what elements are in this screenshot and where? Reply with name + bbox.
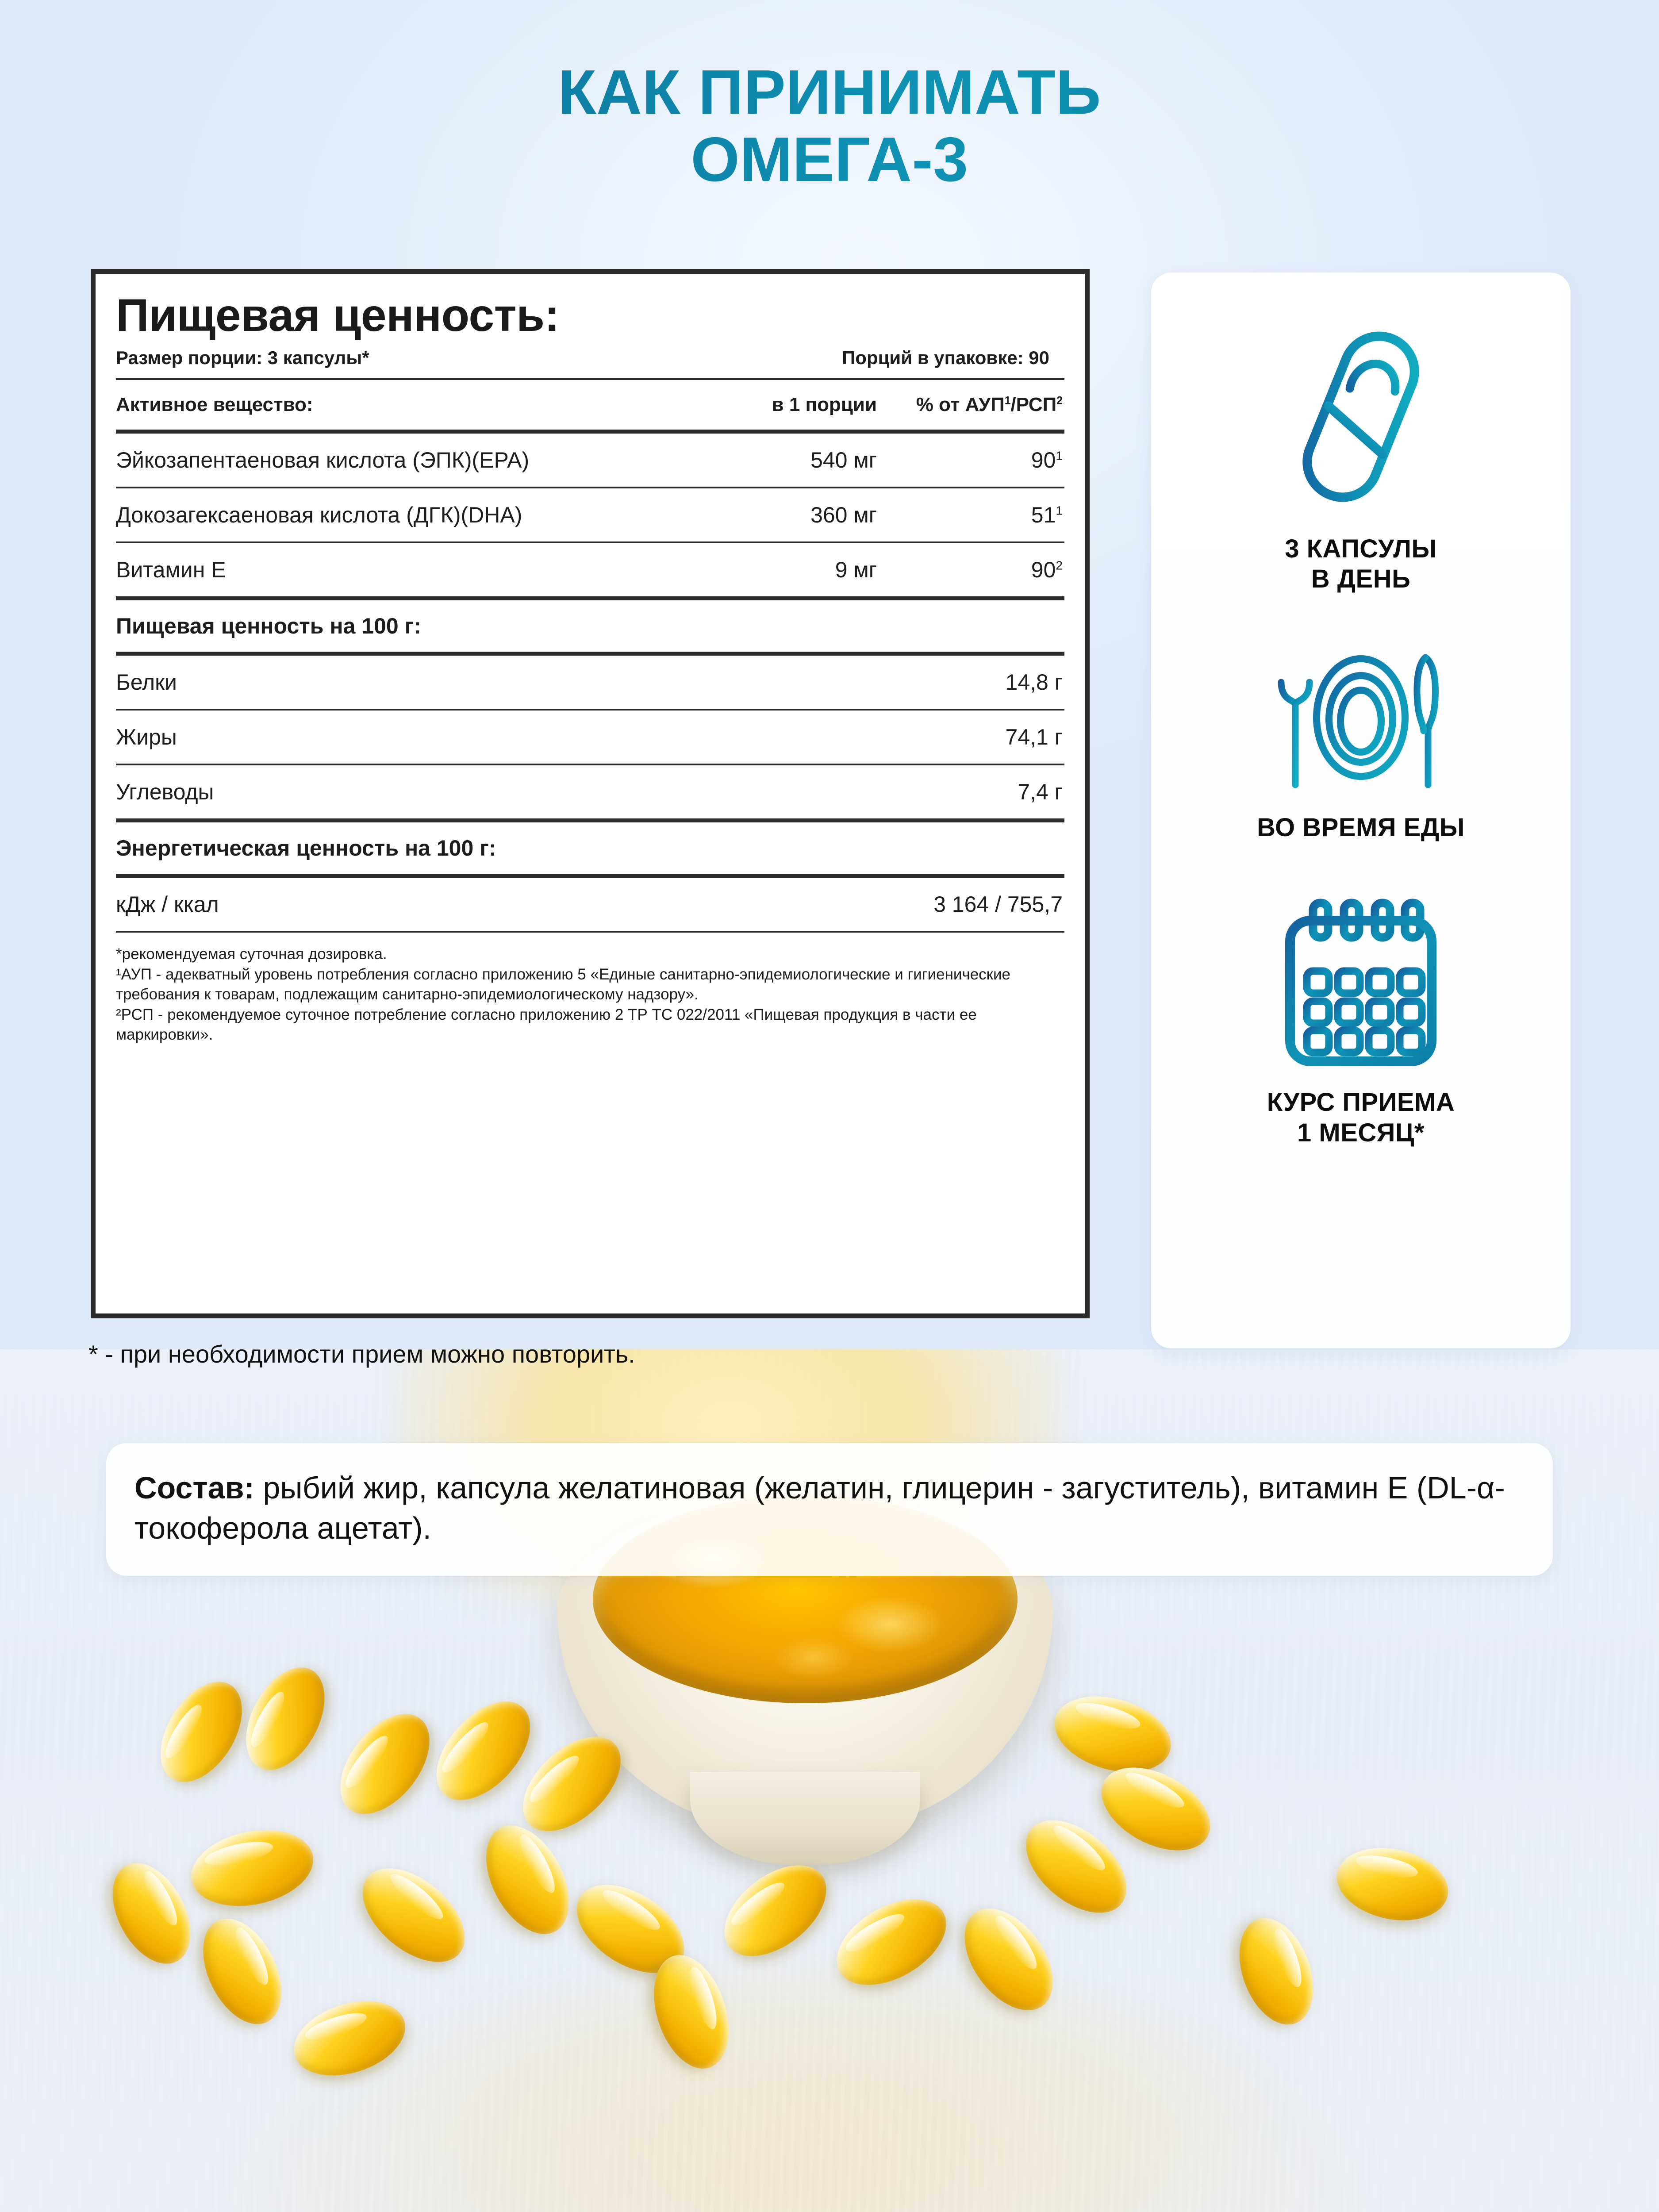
row-name: Жиры bbox=[116, 725, 177, 750]
row-name: Белки bbox=[116, 670, 177, 695]
usage-info-card: 3 КАПСУЛЫ В ДЕНЬ bbox=[1151, 273, 1571, 1348]
usage-label-line1: ВО ВРЕМЯ ЕДЫ bbox=[1257, 813, 1465, 842]
divider bbox=[116, 378, 1064, 380]
section-per-100g: Пищевая ценность на 100 г: bbox=[116, 600, 1064, 652]
usage-label-line1: 3 КАПСУЛЫ bbox=[1285, 534, 1437, 563]
row-amount bbox=[691, 765, 877, 818]
percent-text-b: /РСП bbox=[1010, 394, 1057, 416]
composition-label: Состав: bbox=[134, 1471, 254, 1505]
percent-text-a: % от АУП bbox=[916, 394, 1005, 416]
bowl-foot bbox=[690, 1772, 920, 1865]
usage-item-course: КУРС ПРИЕМА 1 МЕСЯЦ* bbox=[1151, 895, 1571, 1148]
nutrition-active-rows: Эйкозапентаеновая кислота (ЭПК)(EPA) 540… bbox=[116, 434, 1071, 487]
divider bbox=[116, 709, 1064, 711]
divider-thick bbox=[116, 874, 1064, 878]
usage-label-capsules: 3 КАПСУЛЫ В ДЕНЬ bbox=[1285, 534, 1437, 595]
row-amount bbox=[691, 878, 877, 931]
calendar-icon bbox=[1272, 895, 1449, 1074]
section-header-row: Энергетическая ценность на 100 г: bbox=[116, 822, 1064, 874]
section-title: Энергетическая ценность на 100 г: bbox=[116, 836, 496, 861]
divider-thick bbox=[116, 818, 1064, 823]
row-percent-sup: 2 bbox=[1056, 558, 1063, 572]
section-header-row: Пищевая ценность на 100 г: bbox=[116, 600, 1064, 652]
table-row: кДж / ккал 3 164 / 755,7 bbox=[116, 878, 1071, 931]
row-percent-sup: 1 bbox=[1056, 503, 1063, 518]
plate-cutlery-icon bbox=[1268, 647, 1454, 799]
usage-label-with-food: ВО ВРЕМЯ ЕДЫ bbox=[1257, 813, 1465, 843]
row-percent-value: 90 bbox=[1031, 557, 1056, 583]
macro-row-carbs: Углеводы 7,4 г bbox=[116, 765, 1071, 818]
row-name: Докозагексаеновая кислота (ДГК)(DHA) bbox=[116, 503, 522, 528]
divider bbox=[116, 764, 1064, 766]
title-line-1: КАК ПРИНИМАТЬ bbox=[558, 57, 1101, 128]
divider-thick bbox=[116, 596, 1064, 601]
nutrition-footnotes: *рекомендуемая суточная дозировка. ¹АУП … bbox=[96, 933, 1085, 1045]
divider-thick bbox=[116, 652, 1064, 656]
footnote-1: ¹АУП - адекватный уровень потребления со… bbox=[116, 965, 1010, 1003]
usage-item-with-food: ВО ВРЕМЯ ЕДЫ bbox=[1151, 647, 1571, 843]
footnote-2: ²РСП - рекомендуемое суточное потреблени… bbox=[116, 1006, 977, 1044]
macro-row-fat: Жиры 74,1 г bbox=[116, 710, 1071, 764]
table-row: Углеводы 7,4 г bbox=[116, 765, 1071, 818]
capsule-icon bbox=[1288, 315, 1434, 521]
title-line-2: ОМЕГА-3 bbox=[691, 124, 968, 195]
col-head-per-serving: в 1 порции bbox=[772, 394, 877, 416]
percent-sup-2: 2 bbox=[1056, 395, 1063, 407]
row-value: 7,4 г bbox=[1018, 780, 1063, 805]
percent-sup-1: 1 bbox=[1004, 395, 1011, 407]
composition-text: рыбий жир, капсула желатиновая (желатин,… bbox=[134, 1471, 1505, 1545]
usage-label-line2: 1 МЕСЯЦ* bbox=[1297, 1118, 1425, 1147]
usage-label-line2: В ДЕНЬ bbox=[1311, 565, 1411, 594]
row-percent: 901 bbox=[877, 434, 1071, 487]
row-amount: 540 мг bbox=[810, 448, 877, 473]
footnote-asterisk: *рекомендуемая суточная дозировка. bbox=[116, 945, 387, 963]
row-percent: 511 bbox=[877, 488, 1071, 541]
row-percent-sup: 1 bbox=[1056, 449, 1063, 463]
row-amount: 360 мг bbox=[810, 503, 877, 528]
row-amount bbox=[691, 710, 877, 764]
repeat-note: * - при необходимости прием можно повтор… bbox=[88, 1340, 635, 1368]
row-percent-value: 90 bbox=[1031, 448, 1056, 473]
row-amount bbox=[691, 656, 877, 709]
composition-card: Состав: рыбий жир, капсула желатиновая (… bbox=[106, 1443, 1553, 1576]
nutrition-active-rows-3: Витамин Е 9 мг 902 bbox=[116, 543, 1071, 596]
row-name: кДж / ккал bbox=[116, 892, 219, 917]
macro-row-protein: Белки 14,8 г bbox=[116, 656, 1071, 709]
usage-item-capsules: 3 КАПСУЛЫ В ДЕНЬ bbox=[1151, 315, 1571, 595]
row-amount: 9 мг bbox=[835, 557, 877, 583]
usage-label-line1: КУРС ПРИЕМА bbox=[1267, 1088, 1455, 1117]
row-name: Витамин Е bbox=[116, 557, 226, 583]
divider bbox=[116, 487, 1064, 489]
serving-size: Размер порции: 3 капсулы* bbox=[116, 347, 369, 369]
table-header-row: Активное вещество: в 1 порции % от АУП1/… bbox=[116, 380, 1071, 430]
servings-per-pack: Порций в упаковке: 90 bbox=[842, 347, 1049, 369]
divider bbox=[116, 541, 1064, 544]
energy-row: кДж / ккал 3 164 / 755,7 bbox=[116, 878, 1071, 931]
nutrition-table: Активное вещество: в 1 порции % от АУП1/… bbox=[116, 380, 1071, 430]
row-percent-value: 51 bbox=[1031, 503, 1056, 528]
row-value: 14,8 г bbox=[1005, 670, 1063, 695]
page-title: КАК ПРИНИМАТЬ ОМЕГА-3 bbox=[0, 59, 1659, 193]
section-title: Пищевая ценность на 100 г: bbox=[116, 614, 422, 639]
table-row: Витамин Е 9 мг 902 bbox=[116, 543, 1071, 596]
serving-info-row: Размер порции: 3 капсулы* Порций в упако… bbox=[116, 347, 1064, 369]
row-percent: 902 bbox=[877, 543, 1071, 596]
row-value: 3 164 / 755,7 bbox=[933, 892, 1063, 917]
col-head-percent: % от АУП1/РСП2 bbox=[877, 380, 1071, 430]
nutrition-facts-panel: Пищевая ценность: Размер порции: 3 капсу… bbox=[91, 269, 1090, 1318]
divider bbox=[116, 931, 1064, 933]
row-name: Эйкозапентаеновая кислота (ЭПК)(EPA) bbox=[116, 448, 530, 473]
table-row: Жиры 74,1 г bbox=[116, 710, 1071, 764]
col-head-substance: Активное вещество: bbox=[116, 394, 313, 416]
table-row: Докозагексаеновая кислота (ДГК)(DHA) 360… bbox=[116, 488, 1071, 541]
table-row: Белки 14,8 г bbox=[116, 656, 1071, 709]
nutrition-heading: Пищевая ценность: bbox=[116, 290, 560, 341]
row-name: Углеводы bbox=[116, 780, 214, 805]
nutrition-active-rows-2: Докозагексаеновая кислота (ДГК)(DHA) 360… bbox=[116, 488, 1071, 541]
usage-label-course: КУРС ПРИЕМА 1 МЕСЯЦ* bbox=[1267, 1087, 1455, 1148]
row-value: 74,1 г bbox=[1005, 725, 1063, 750]
table-row: Эйкозапентаеновая кислота (ЭПК)(EPA) 540… bbox=[116, 434, 1071, 487]
section-energy: Энергетическая ценность на 100 г: bbox=[116, 822, 1064, 874]
divider-thick bbox=[116, 430, 1064, 434]
